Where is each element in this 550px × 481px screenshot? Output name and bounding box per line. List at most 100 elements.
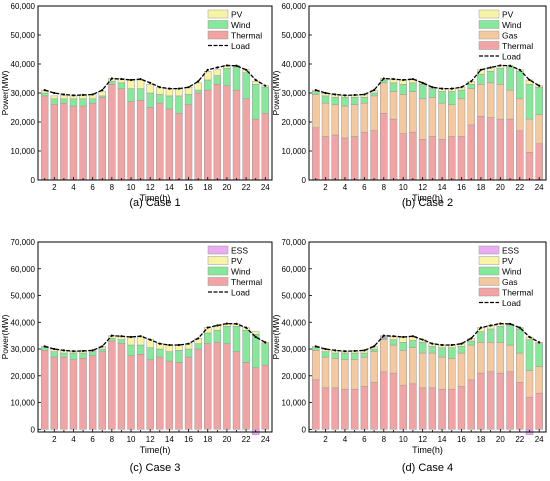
load-point-h2 (53, 91, 56, 95)
bar-gas-h10 (399, 350, 407, 386)
bar-gas-h23 (525, 118, 534, 153)
bar-gas-h13 (428, 97, 437, 137)
bar-thermal-h6 (360, 386, 369, 430)
load-point-h22 (518, 68, 521, 71)
legend-label: PV (502, 10, 514, 20)
bar-thermal-h7 (98, 351, 106, 430)
x-tick-label: 20 (222, 183, 231, 192)
load-point-h5 (81, 349, 85, 353)
x-tick-label: 16 (184, 183, 193, 192)
bar-gas-h18 (477, 84, 485, 117)
bar-thermal-h19 (213, 342, 222, 430)
bar-thermal-h23 (251, 367, 260, 430)
bar-wind-h1 (312, 91, 320, 95)
caption-prefix: (d) (402, 462, 419, 474)
x-tick-label: 8 (382, 183, 387, 192)
bar-wind-h17 (467, 84, 475, 89)
bar-thermal-h6 (360, 131, 369, 181)
bar-wind-h11 (136, 88, 145, 101)
bar-thermal-h17 (467, 124, 475, 181)
bar-gas-h2 (321, 356, 330, 389)
bar-wind-h1 (41, 92, 49, 97)
bar-wind-h2 (321, 95, 330, 104)
bar-thermal-h7 (370, 382, 378, 430)
x-tick-label: 24 (261, 183, 270, 192)
bar-wind-h2 (321, 351, 330, 358)
load-point-h23 (254, 78, 257, 82)
bar-wind-h19 (213, 75, 222, 85)
y-tick-label: 70,000 (282, 238, 307, 247)
bar-thermal-h1 (41, 95, 49, 181)
bar-thermal-h3 (60, 356, 68, 430)
y-tick-label: 10,000 (282, 147, 307, 156)
bar-wind-h14 (438, 347, 446, 358)
bar-wind-h18 (477, 73, 485, 85)
load-point-h3 (334, 93, 337, 96)
bar-thermal-h16 (457, 136, 466, 181)
bar-thermal-h11 (136, 100, 145, 181)
y-tick-label: 40,000 (11, 60, 36, 69)
bar-wind-h2 (50, 98, 58, 105)
load-point-h13 (431, 342, 434, 345)
load-point-h11 (139, 335, 142, 338)
x-tick-label: 6 (90, 183, 95, 192)
load-point-h8 (110, 334, 113, 337)
bar-thermal-h1 (41, 350, 49, 430)
y-tick-label: 60,000 (11, 265, 36, 274)
load-point-h6 (91, 93, 94, 96)
bar-thermal-h24 (261, 364, 269, 430)
bar-gas-h15 (448, 104, 456, 137)
bar-thermal-h5 (79, 105, 87, 181)
bar-gas-h24 (535, 366, 543, 394)
legend-swatch-wind (207, 20, 229, 29)
bar-thermal-h17 (467, 379, 475, 430)
load-line (315, 64, 540, 96)
load-point-h7 (372, 89, 376, 92)
bar-thermal-h1 (312, 127, 320, 181)
bar-gas-h17 (467, 344, 475, 381)
caption-prefix: (c) (130, 462, 146, 474)
y-tick-label: 30,000 (282, 89, 307, 98)
bar-wind-h20 (496, 326, 505, 343)
y-tick-label: 30,000 (282, 345, 307, 354)
x-tick-label: 20 (496, 435, 505, 444)
bar-thermal-h23 (525, 396, 534, 430)
load-line (44, 64, 266, 96)
bar-wind-h1 (41, 347, 49, 351)
bar-thermal-h12 (146, 107, 154, 181)
load-point-h11 (411, 77, 415, 81)
x-axis-title: Time(h) (140, 193, 171, 203)
load-point-h4 (72, 350, 75, 353)
legend-label: Load (502, 52, 521, 62)
y-tick-label: 50,000 (282, 31, 307, 40)
bar-gas-h1 (312, 94, 320, 129)
bar-gas-h22 (516, 352, 524, 383)
legend-swatch-pv (207, 256, 229, 265)
caption-prefix: (b) (402, 197, 419, 209)
x-tick-label: 22 (515, 435, 524, 444)
bar-gas-h3 (331, 104, 339, 136)
bar-wind-h21 (506, 66, 514, 91)
legend-swatch-wind (478, 20, 500, 29)
y-tick-label: 20,000 (11, 118, 36, 127)
x-tick-label: 18 (203, 435, 212, 444)
y-axis-title: Power(MW) (0, 314, 10, 359)
legend-label: Load (231, 288, 250, 298)
x-tick-label: 4 (71, 435, 76, 444)
x-tick-label: 10 (399, 183, 408, 192)
load-point-h13 (158, 342, 161, 345)
load-point-h21 (508, 64, 512, 67)
load-point-h19 (216, 66, 219, 69)
legend-swatch-pv (478, 9, 500, 19)
bar-wind-h1 (312, 347, 320, 351)
bar-wind-h8 (108, 81, 116, 85)
bar-wind-h3 (60, 98, 68, 104)
x-tick-label: 24 (261, 435, 270, 444)
bar-gas-h14 (438, 356, 446, 390)
load-point-h5 (353, 93, 356, 97)
legend-swatch-pv (207, 9, 229, 19)
bar-gas-h13 (428, 352, 437, 389)
load-point-h9 (120, 335, 123, 338)
y-tick-label: 30,000 (11, 89, 36, 98)
y-tick-label: 20,000 (11, 372, 36, 381)
